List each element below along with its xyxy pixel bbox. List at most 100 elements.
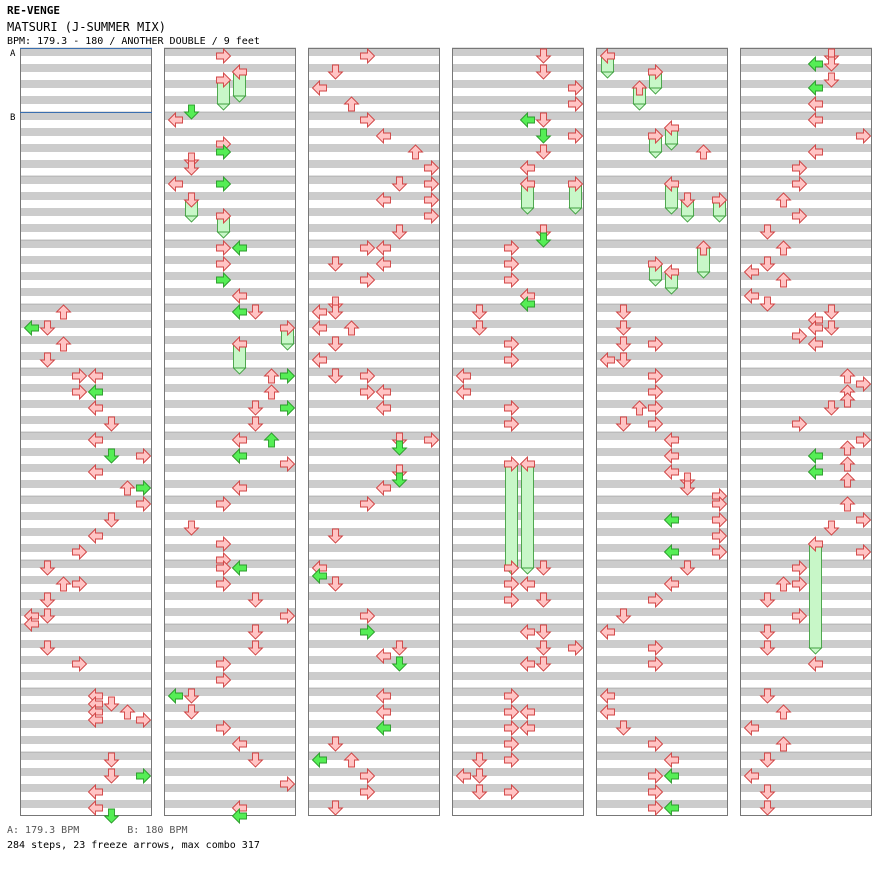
- stripe: [452, 384, 584, 392]
- step-arrow: [72, 655, 88, 673]
- eighth-arrow: [263, 432, 280, 448]
- step-arrow: [648, 591, 664, 609]
- stripe: [164, 688, 296, 696]
- step-arrow: [615, 304, 632, 320]
- stripe: [596, 128, 728, 136]
- step-arrow: [391, 432, 408, 448]
- step-arrow: [648, 367, 664, 385]
- stripe: [596, 624, 728, 632]
- stripe: [740, 368, 872, 376]
- stripe: [596, 528, 728, 536]
- step-arrow: [615, 608, 632, 624]
- stripe: [452, 160, 584, 168]
- stripe: [20, 256, 152, 264]
- step-arrow: [807, 111, 823, 129]
- eighth-arrow: [535, 128, 552, 144]
- step-arrow: [712, 543, 728, 561]
- step-arrow: [504, 719, 520, 737]
- step-arrow: [103, 512, 120, 528]
- stripe: [308, 304, 440, 312]
- step-arrow: [327, 800, 344, 816]
- freeze-head-arrow: [519, 455, 535, 473]
- step-arrow: [72, 367, 88, 385]
- stripe: [740, 480, 872, 488]
- eighth-arrow: [103, 448, 120, 464]
- stripe: [164, 336, 296, 344]
- step-arrow: [504, 239, 520, 257]
- step-arrow: [183, 704, 200, 720]
- step-arrow: [856, 511, 872, 529]
- eighth-arrow: [183, 104, 200, 120]
- stripe: [308, 416, 440, 424]
- step-arrow: [216, 535, 232, 553]
- step-arrow: [519, 719, 535, 737]
- step-arrow: [535, 48, 552, 64]
- step-arrow: [823, 56, 840, 72]
- step-arrow: [839, 392, 856, 408]
- freeze-head-arrow: [648, 127, 664, 145]
- step-arrow: [504, 575, 520, 593]
- freeze-tail: [216, 103, 231, 111]
- stripe: [20, 80, 152, 88]
- step-arrow: [375, 647, 391, 665]
- stripe: [308, 752, 440, 760]
- step-arrow: [663, 751, 679, 769]
- stripe: [164, 736, 296, 744]
- stripe: [164, 192, 296, 200]
- step-arrow: [792, 415, 808, 433]
- stripe: [164, 656, 296, 664]
- stripe: [452, 272, 584, 280]
- freeze-tail: [632, 103, 647, 111]
- stripe: [452, 240, 584, 248]
- stripe: [308, 496, 440, 504]
- eighth-arrow: [136, 767, 152, 785]
- stripe: [164, 576, 296, 584]
- stripe: [308, 448, 440, 456]
- step-arrow: [792, 327, 808, 345]
- stripe: [740, 528, 872, 536]
- step-arrow: [648, 783, 664, 801]
- stripe: [740, 768, 872, 776]
- step-arrow: [391, 224, 408, 240]
- step-arrow: [535, 624, 552, 640]
- stripe: [740, 640, 872, 648]
- step-arrow: [839, 368, 856, 384]
- stripe: [20, 544, 152, 552]
- step-arrow: [775, 192, 792, 208]
- step-arrow: [535, 656, 552, 672]
- step-arrow: [568, 79, 584, 97]
- stripe: [452, 448, 584, 456]
- eighth-arrow: [280, 399, 296, 417]
- eighth-arrow: [311, 751, 327, 769]
- stripe: [596, 592, 728, 600]
- stripe: [20, 144, 152, 152]
- step-arrow: [695, 144, 712, 160]
- stripe: [20, 592, 152, 600]
- stripe: [452, 512, 584, 520]
- stripe: [308, 384, 440, 392]
- eighth-arrow: [391, 656, 408, 672]
- step-arrow: [327, 736, 344, 752]
- step-arrow: [311, 79, 327, 97]
- bpm-marker-label: A: [10, 49, 16, 59]
- step-arrow: [648, 383, 664, 401]
- step-arrow: [87, 463, 103, 481]
- step-arrow: [535, 560, 552, 576]
- step-arrow: [775, 704, 792, 720]
- stripe: [308, 544, 440, 552]
- stripe: [164, 800, 296, 808]
- stripe: [308, 112, 440, 120]
- freeze-head-arrow: [504, 455, 520, 473]
- step-arrow: [504, 783, 520, 801]
- freeze-head-arrow: [519, 175, 535, 193]
- stripe: [740, 784, 872, 792]
- eighth-arrow: [663, 799, 679, 817]
- step-arrow: [327, 576, 344, 592]
- freeze-tail: [808, 647, 823, 655]
- step-arrow: [183, 160, 200, 176]
- freeze-tail: [232, 367, 247, 375]
- step-arrow: [743, 263, 759, 281]
- step-arrow: [535, 144, 552, 160]
- step-arrow: [247, 592, 264, 608]
- step-arrow: [39, 320, 56, 336]
